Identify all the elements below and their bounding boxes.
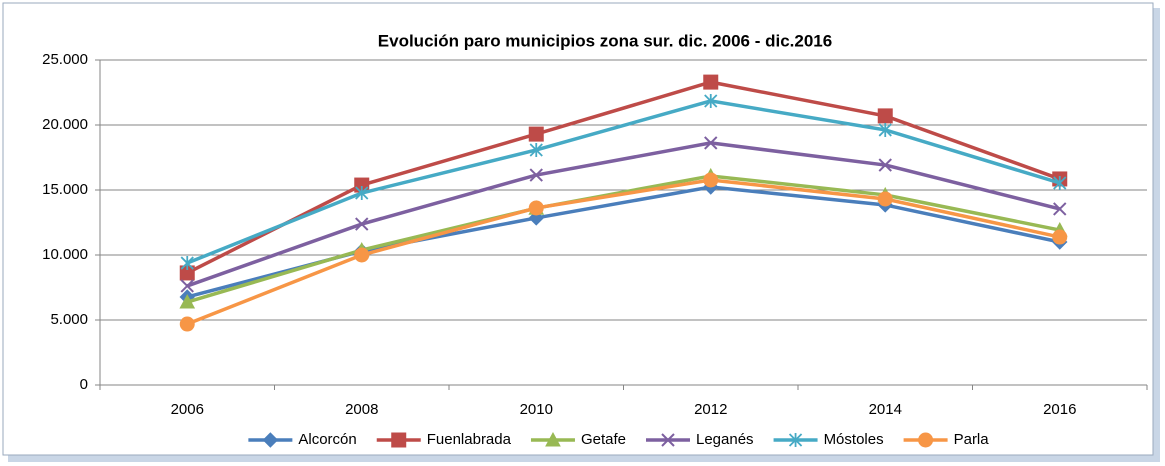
series-line <box>186 80 1061 275</box>
series-line <box>186 99 1061 265</box>
y-tick-label: 0 <box>80 376 88 393</box>
series <box>179 172 1068 332</box>
marker <box>180 279 194 293</box>
y-tick-label: 15.000 <box>42 181 88 198</box>
y-tick-label: 5.000 <box>50 311 88 328</box>
marker <box>704 136 718 150</box>
legend-label: Leganés <box>696 431 754 448</box>
legend-label: Fuenlabrada <box>427 431 512 448</box>
marker <box>528 200 544 216</box>
marker <box>180 256 194 271</box>
legend-item: Leganés <box>646 431 754 448</box>
series-line <box>186 174 1061 304</box>
marker <box>391 432 407 448</box>
legend-item: Parla <box>903 431 990 448</box>
x-tick-label: 2008 <box>345 401 378 418</box>
marker <box>703 74 719 90</box>
marker <box>179 316 195 332</box>
series <box>180 93 1067 271</box>
marker <box>878 122 892 137</box>
marker <box>877 108 893 124</box>
x-tick-label: 2014 <box>869 401 902 418</box>
marker <box>355 185 369 200</box>
series <box>180 136 1067 293</box>
marker <box>179 294 196 309</box>
marker <box>529 168 543 182</box>
y-tick-label: 25.000 <box>42 51 88 68</box>
marker <box>1052 229 1068 245</box>
marker <box>788 433 803 447</box>
legend-item: Alcorcón <box>248 431 357 448</box>
marker <box>1053 175 1067 190</box>
legend: Alcorcón Fuenlabrada Getafe Leganés Móstoles… <box>248 431 989 448</box>
chart-frame <box>2 2 1154 456</box>
legend-label: Parla <box>954 431 990 448</box>
x-tick-label: 2010 <box>520 401 553 418</box>
y-tick-label: 10.000 <box>42 246 88 263</box>
marker <box>704 93 718 108</box>
marker <box>355 217 369 231</box>
legend-item: Getafe <box>530 431 626 448</box>
legend-label: Getafe <box>581 431 626 448</box>
marker <box>1053 202 1067 216</box>
series-line <box>186 141 1061 288</box>
y-tick-label: 20.000 <box>42 116 88 133</box>
legend-label: Alcorcón <box>298 431 356 448</box>
x-tick-label: 2016 <box>1043 401 1076 418</box>
x-tick-label: 2012 <box>694 401 727 418</box>
marker <box>878 158 892 172</box>
marker <box>918 432 934 448</box>
marker <box>545 431 561 447</box>
legend-item: Fuenlabrada <box>376 431 512 448</box>
marker <box>262 432 279 448</box>
marker <box>703 172 719 188</box>
marker <box>877 191 893 207</box>
marker <box>354 247 370 263</box>
marker <box>529 142 543 157</box>
marker <box>661 433 675 447</box>
series-line <box>186 178 1061 326</box>
legend-label: Móstoles <box>824 431 884 448</box>
chart-title: Evolución paro municipios zona sur. dic.… <box>378 31 832 50</box>
marker <box>528 126 544 142</box>
series <box>179 74 1068 281</box>
legend-item: Móstoles <box>773 431 884 448</box>
x-tick-label: 2006 <box>171 401 204 418</box>
